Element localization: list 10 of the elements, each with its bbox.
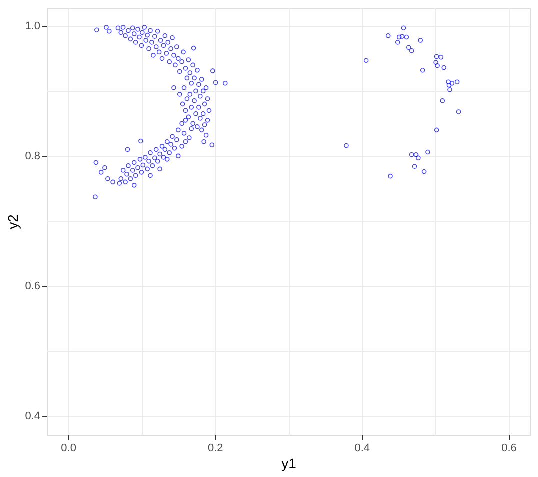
y-axis-title: y2	[5, 214, 22, 230]
x-tick-label: 0.4	[354, 442, 370, 454]
y-tick-label: 0.6	[25, 280, 40, 293]
y-tick-label: 0.8	[25, 150, 40, 163]
y-tick-label: 0.4	[25, 410, 40, 423]
x-axis-title: y1	[282, 456, 297, 472]
y-tick-label: 1.0	[25, 20, 40, 33]
x-tick-label: 0.2	[208, 442, 224, 454]
x-tick-label: 0.0	[61, 442, 76, 454]
x-tick-label: 0.6	[502, 442, 517, 454]
